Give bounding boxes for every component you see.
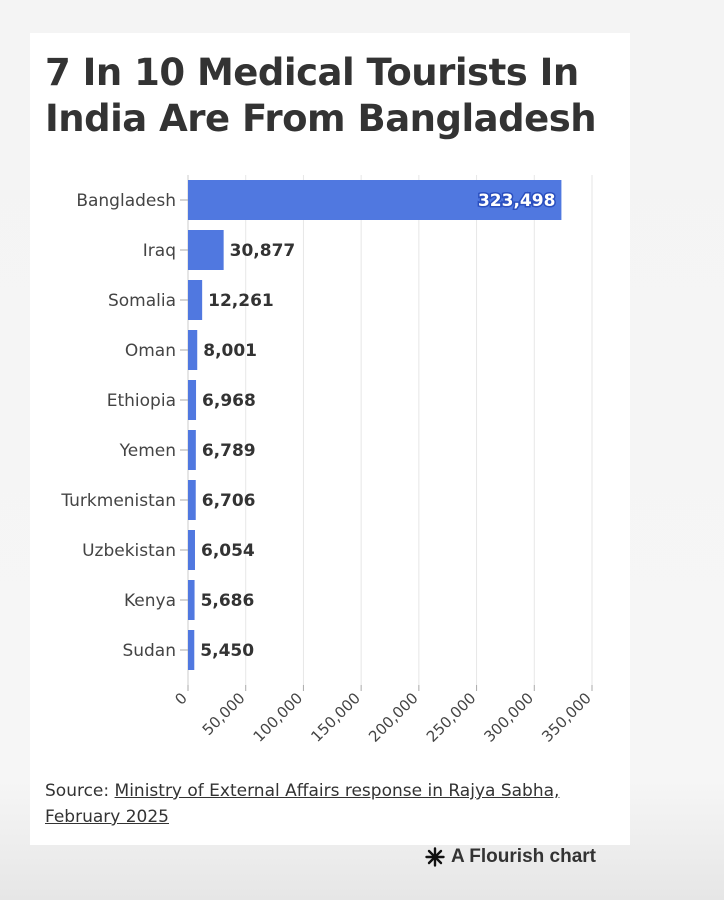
bar-sudan[interactable] [188, 630, 195, 670]
bar-chart: Bangladesh Iraq Somalia Oman Ethiopia Yemen Tu… [60, 175, 595, 746]
credit-label: A Flourish chart [451, 846, 596, 867]
x-tick-label: 100,000 [250, 689, 307, 746]
chart-card [30, 33, 630, 845]
category-labels: Bangladesh Iraq Somalia Oman Ethiopia Yemen Tu… [60, 191, 188, 661]
source-prefix: Source: [45, 781, 115, 801]
chart-title: 7 In 10 Medical Tourists In India Are Fr… [45, 51, 597, 140]
value-label: 6,054 [201, 541, 255, 561]
value-label: 6,968 [202, 391, 256, 411]
flourish-asterisk-icon [425, 847, 445, 867]
x-tick-label: 350,000 [538, 689, 595, 746]
x-tick-label: 200,000 [365, 689, 422, 746]
category-label: Yemen [119, 441, 176, 461]
category-label: Sudan [122, 641, 176, 661]
value-label: 8,001 [203, 341, 257, 361]
value-label: 6,706 [202, 491, 256, 511]
value-label: 12,261 [208, 291, 274, 311]
category-label: Uzbekistan [82, 541, 176, 561]
x-tick-label: 300,000 [481, 689, 538, 746]
value-label: 6,789 [202, 441, 256, 461]
category-label: Iraq [143, 241, 176, 261]
bar-somalia[interactable] [188, 280, 203, 320]
bar-ethiopia[interactable] [188, 380, 197, 420]
category-label: Somalia [108, 291, 176, 311]
value-label: 5,686 [201, 591, 255, 611]
x-tick-label: 0 [171, 689, 190, 708]
bar-iraq[interactable] [188, 230, 224, 270]
bar-turkmenistan[interactable] [188, 480, 196, 520]
x-tick-label: 50,000 [199, 689, 249, 739]
value-label: 323,498 [478, 191, 555, 211]
category-label: Kenya [124, 591, 176, 611]
bar-kenya[interactable] [188, 580, 195, 620]
bar-yemen[interactable] [188, 430, 196, 470]
source-note: Source: Ministry of External Affairs res… [45, 778, 605, 830]
x-axis-ticks: 0 50,000 100,000 150,000 200,000 250,000 300,0… [171, 685, 595, 746]
category-label: Turkmenistan [60, 491, 176, 511]
x-tick-label: 250,000 [423, 689, 480, 746]
category-label: Ethiopia [107, 391, 176, 411]
value-label: 30,877 [230, 241, 296, 261]
source-link[interactable]: Ministry of External Affairs response in… [45, 781, 560, 827]
category-label: Oman [125, 341, 176, 361]
bar-oman[interactable] [188, 330, 198, 370]
bar-uzbekistan[interactable] [188, 530, 195, 570]
category-label: Bangladesh [76, 191, 176, 211]
flourish-credit[interactable]: A Flourish chart [425, 846, 596, 868]
x-tick-label: 150,000 [307, 689, 364, 746]
value-label: 5,450 [200, 641, 254, 661]
value-labels: 323,498 30,877 12,261 8,001 6,968 6,789 6,706 6… [200, 190, 557, 662]
bar-bangladesh[interactable] [188, 180, 562, 220]
bars [188, 180, 562, 670]
